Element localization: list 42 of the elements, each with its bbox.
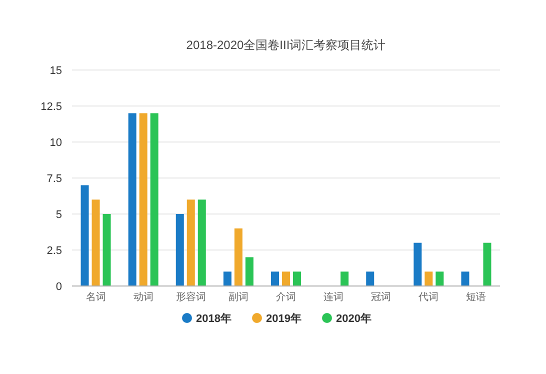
y-tick-label: 2.5 (46, 245, 62, 257)
y-tick-label: 10 (50, 137, 62, 149)
bar (366, 272, 374, 286)
x-tick-label: 冠词 (371, 291, 392, 303)
bar (282, 272, 290, 286)
x-tick-label: 介词 (276, 291, 296, 303)
bar (102, 214, 111, 286)
bar (293, 272, 301, 286)
y-tick-label: 12.5 (40, 101, 62, 113)
bar (139, 113, 148, 286)
bar (176, 214, 184, 286)
y-tick-label: 15 (50, 65, 62, 77)
bar (340, 272, 349, 286)
bar (245, 257, 254, 286)
legend-label: 2019年 (266, 312, 302, 325)
bar (234, 228, 242, 286)
y-tick-label: 0 (56, 281, 62, 293)
bar (223, 272, 232, 286)
x-tick-label: 形容词 (176, 291, 206, 303)
bar (424, 272, 433, 286)
bar (461, 272, 470, 286)
bar (483, 242, 492, 286)
y-tick-label: 7.5 (46, 173, 62, 185)
legend-label: 2020年 (336, 312, 372, 325)
bar (186, 200, 195, 286)
x-tick-label: 动词 (133, 291, 154, 303)
chart-title: 2018-2020全国卷III词汇考察项目统计 (186, 38, 386, 52)
bar (80, 185, 89, 286)
x-tick-label: 名词 (86, 291, 106, 303)
bar (414, 242, 422, 286)
bar (128, 113, 136, 286)
x-tick-label: 短语 (466, 291, 486, 303)
bar (150, 113, 158, 286)
x-tick-label: 连词 (324, 291, 344, 303)
legend-label: 2018年 (196, 312, 232, 325)
bar (92, 200, 100, 286)
bar (271, 272, 279, 286)
bar (198, 200, 206, 286)
bar (436, 272, 444, 286)
x-tick-label: 代词 (418, 291, 439, 303)
x-tick-label: 副词 (228, 291, 248, 303)
y-tick-label: 5 (56, 209, 62, 221)
